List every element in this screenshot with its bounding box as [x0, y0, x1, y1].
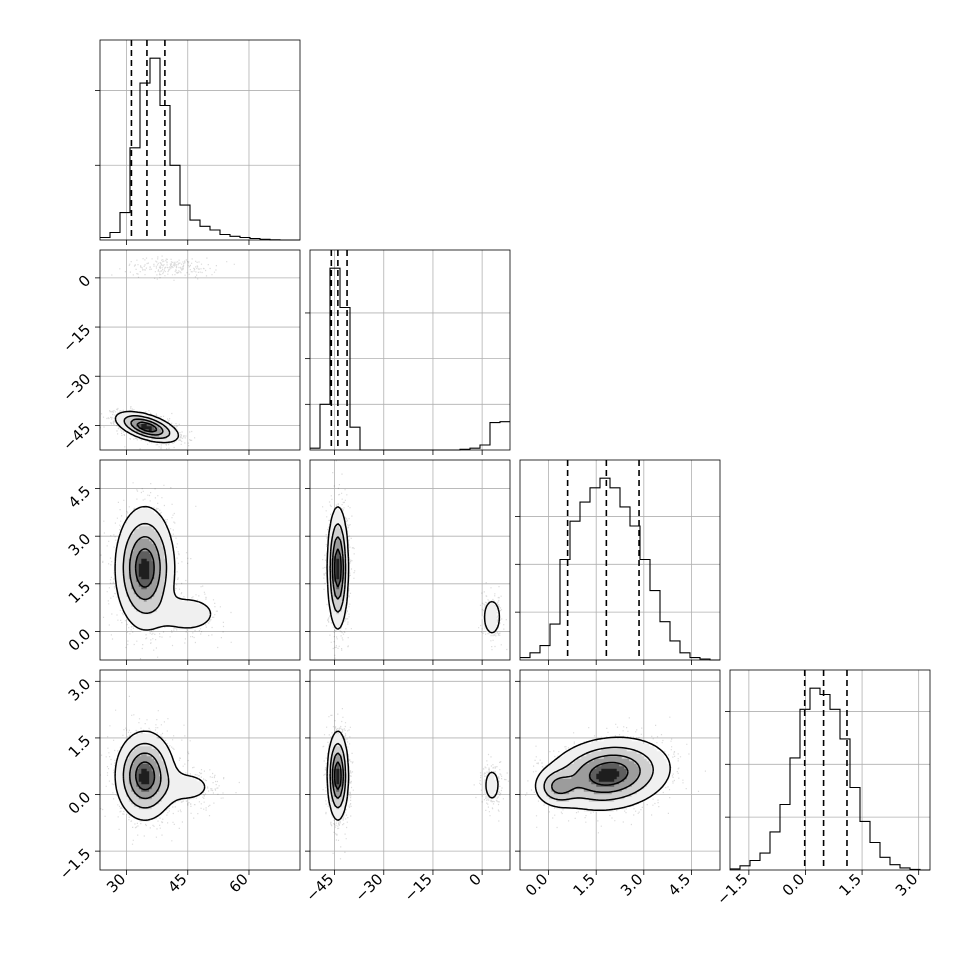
- density-shading: [326, 733, 497, 822]
- contour-line: [122, 742, 170, 809]
- axis-frame: [309, 669, 511, 871]
- contour-line: [331, 536, 345, 600]
- y-tick-label: 0: [75, 272, 94, 291]
- histogram-panel-1: [305, 249, 511, 455]
- axis-frame: [99, 39, 301, 241]
- x-tick-label: 1.5: [835, 870, 865, 900]
- density-panel-1-2: [305, 459, 511, 665]
- y-tick-label: 4.5: [65, 482, 95, 512]
- contour-line: [129, 752, 162, 800]
- histogram-panel-2: [515, 459, 721, 665]
- axis-frame: [309, 459, 511, 661]
- density-shading: [596, 768, 620, 782]
- scatter-points: [322, 708, 509, 860]
- axis-frame: [99, 669, 301, 871]
- density-shading: [138, 558, 150, 580]
- y-tick-label: −30: [59, 370, 94, 405]
- histogram-bars: [100, 57, 300, 241]
- y-tick-label: 3.0: [65, 675, 95, 705]
- contour-line: [326, 730, 499, 821]
- panel-content: [322, 460, 508, 659]
- y-tick-label: 3.0: [65, 530, 95, 560]
- axis-frame: [519, 459, 721, 661]
- histogram-bars: [310, 267, 510, 451]
- contour-line: [134, 761, 156, 791]
- panel-content: [525, 716, 706, 834]
- contour-line: [329, 523, 347, 613]
- contour-line: [333, 548, 342, 588]
- axis-frame: [729, 669, 931, 871]
- contour-line: [128, 535, 161, 601]
- axis-frame: [519, 669, 721, 871]
- x-tick-label: 4.5: [665, 870, 695, 900]
- x-tick-label: 30: [103, 870, 129, 896]
- density-shading: [336, 768, 340, 785]
- axis-frame: [309, 249, 511, 451]
- x-tick-label: 0.0: [779, 870, 809, 900]
- x-tick-label: −45: [302, 870, 337, 905]
- y-tick-label: −45: [59, 419, 94, 454]
- y-tick-label: −1.5: [56, 845, 94, 883]
- density-panel-0-2: [95, 459, 301, 665]
- contour-line: [123, 415, 171, 440]
- contour-line: [333, 761, 342, 790]
- contour-line: [543, 746, 654, 801]
- contour-line: [114, 730, 206, 821]
- contour-line: [326, 505, 501, 634]
- x-tick-label: 45: [164, 870, 190, 896]
- x-tick-label: −1.5: [713, 870, 751, 908]
- histogram-bars: [730, 687, 930, 871]
- x-tick-label: 1.5: [569, 870, 599, 900]
- x-tick-label: −30: [351, 870, 386, 905]
- y-tick-label: 0.0: [65, 625, 95, 655]
- panel-content: [100, 695, 240, 845]
- contour-line: [550, 754, 641, 795]
- contour-line: [329, 742, 347, 809]
- panel-content: [100, 255, 235, 450]
- panel-content: [100, 482, 232, 660]
- histogram-panel-3: [725, 669, 931, 875]
- y-tick-label: 0.0: [65, 788, 95, 818]
- axis-frame: [99, 459, 301, 661]
- contour-line: [136, 421, 158, 433]
- density-shading: [138, 768, 150, 785]
- contour-line: [331, 752, 345, 799]
- x-tick-label: 3.0: [617, 870, 647, 900]
- density-shading: [326, 508, 497, 635]
- x-tick-label: 60: [226, 870, 252, 896]
- contour-line: [114, 505, 212, 631]
- density-shading: [141, 423, 152, 432]
- histogram-bars: [520, 477, 720, 661]
- contour-line: [130, 418, 164, 436]
- x-tick-label: 3.0: [892, 870, 922, 900]
- x-tick-label: −15: [401, 870, 436, 905]
- density-panel-1-3: [305, 669, 511, 875]
- contour-line: [534, 736, 671, 812]
- contour-line: [122, 522, 168, 615]
- axis-frame: [99, 249, 301, 451]
- density-panel-0-3: [95, 669, 301, 875]
- density-panel-0-1: [95, 249, 301, 455]
- contour-line: [114, 410, 180, 444]
- density-panel-2-3: [515, 669, 721, 875]
- scatter-points: [322, 460, 508, 659]
- histogram-panel-0: [95, 39, 301, 245]
- x-tick-label: 0.0: [522, 870, 552, 900]
- contour-line: [134, 548, 155, 588]
- density-shading: [336, 558, 340, 580]
- y-tick-label: 1.5: [65, 732, 95, 762]
- y-tick-label: 1.5: [65, 577, 95, 607]
- y-tick-label: −15: [59, 321, 94, 356]
- contour-line: [588, 761, 629, 786]
- panel-content: [322, 708, 509, 860]
